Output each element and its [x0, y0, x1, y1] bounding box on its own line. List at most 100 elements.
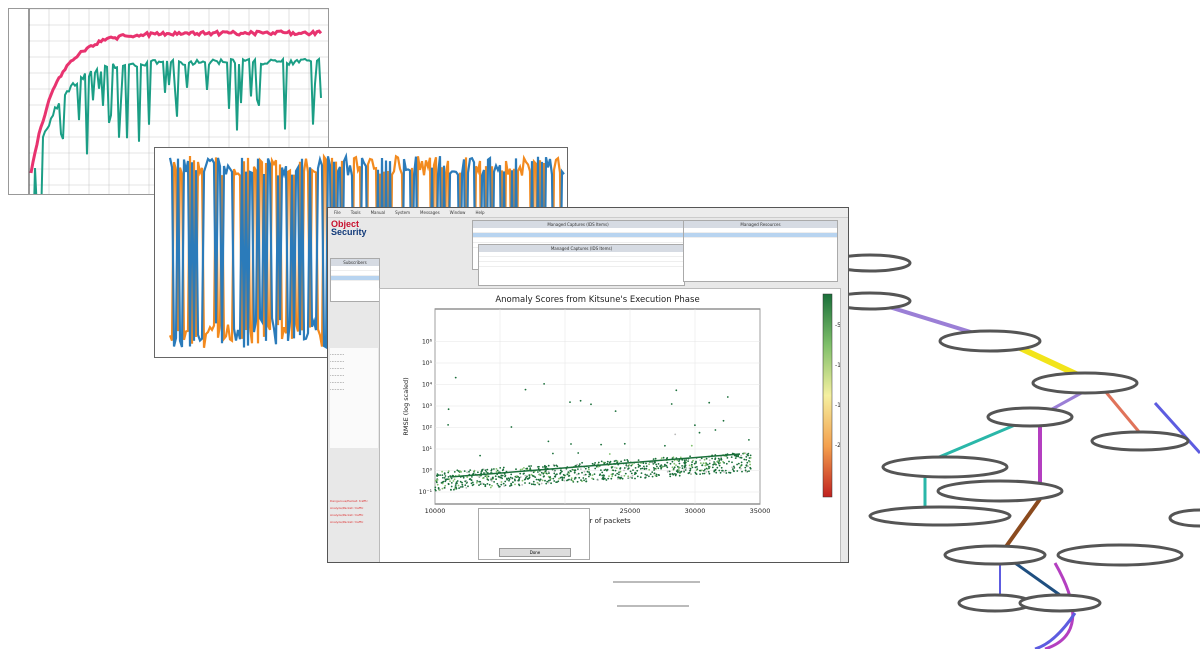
- list-item[interactable]: [331, 271, 379, 276]
- data-point: [639, 476, 642, 479]
- data-point: [687, 460, 689, 462]
- data-point: [737, 455, 740, 458]
- data-point: [645, 462, 647, 465]
- data-point: [545, 472, 548, 475]
- data-point: [705, 457, 708, 460]
- data-point: [623, 474, 626, 477]
- data-point: [434, 488, 437, 491]
- log-line: Analyze/Packet: traffic: [330, 513, 364, 517]
- data-point: [600, 443, 602, 446]
- data-point: [736, 463, 738, 466]
- data-point: [749, 463, 751, 466]
- data-point: [492, 476, 494, 479]
- data-point: [460, 471, 463, 473]
- data-point: [699, 462, 702, 464]
- data-point: [462, 476, 465, 479]
- data-point: [547, 464, 550, 467]
- data-point: [447, 478, 449, 481]
- menu-item[interactable]: Help: [475, 210, 485, 215]
- data-point: [588, 468, 590, 471]
- data-point: [573, 478, 576, 480]
- list-item[interactable]: [479, 252, 684, 257]
- data-point: [705, 467, 708, 470]
- list-item[interactable]: [684, 233, 837, 238]
- traffic-window-b[interactable]: Managed Captures (IDS Items): [478, 244, 685, 286]
- compute-panel[interactable]: Done: [478, 508, 590, 560]
- anomaly-score-chart: Anomaly Scores from Kitsune's Execution …: [379, 288, 841, 562]
- data-point: [643, 468, 646, 470]
- data-point: [485, 474, 488, 477]
- data-point: [567, 471, 570, 473]
- data-point: [491, 484, 493, 487]
- list-item[interactable]: [473, 238, 683, 243]
- list-item[interactable]: [479, 262, 684, 267]
- data-point: [728, 460, 730, 463]
- graph-node: [943, 544, 1047, 566]
- list-item[interactable]: [684, 228, 837, 233]
- data-point: [553, 472, 556, 475]
- log-list: ········· ········· ········· ········· …: [330, 348, 378, 448]
- data-point: [689, 455, 691, 458]
- menu-item[interactable]: Window: [449, 210, 466, 215]
- data-point: [583, 474, 586, 476]
- data-point: [725, 462, 728, 465]
- data-point: [674, 473, 676, 475]
- data-point: [651, 471, 654, 473]
- data-point: [449, 480, 451, 482]
- data-point: [584, 467, 587, 470]
- data-point: [629, 476, 632, 479]
- data-point: [482, 477, 484, 480]
- resources-window[interactable]: Managed Resources: [683, 220, 838, 282]
- data-point: [563, 479, 566, 482]
- data-point: [634, 477, 636, 480]
- subscribers-window[interactable]: Subscribers: [330, 258, 380, 302]
- list-item[interactable]: [479, 257, 684, 262]
- data-point: [491, 480, 493, 482]
- data-point: [685, 467, 688, 469]
- data-point: [450, 482, 453, 484]
- data-point: [645, 467, 648, 470]
- menu-item[interactable]: System: [395, 210, 411, 215]
- data-point: [530, 473, 533, 476]
- done-button[interactable]: Done: [499, 548, 571, 557]
- menu-item[interactable]: Manual: [370, 210, 386, 215]
- data-point: [537, 478, 540, 481]
- data-point: [691, 461, 693, 463]
- data-point: [544, 466, 546, 469]
- data-point: [434, 486, 437, 489]
- data-point: [614, 469, 617, 472]
- y-tick-label: 10⁵: [422, 360, 433, 367]
- data-point: [681, 459, 684, 461]
- data-point: [654, 457, 657, 460]
- list-item[interactable]: [331, 276, 379, 281]
- data-point: [748, 470, 750, 472]
- list-item[interactable]: [473, 233, 683, 238]
- menu-item[interactable]: Messages: [420, 210, 440, 215]
- data-point: [484, 469, 487, 472]
- data-point: [494, 475, 497, 478]
- list-item[interactable]: [331, 266, 379, 271]
- data-point: [640, 472, 643, 474]
- data-point: [723, 471, 725, 473]
- data-point: [675, 389, 678, 392]
- data-point: [679, 456, 682, 459]
- data-point: [442, 476, 444, 479]
- data-point: [583, 470, 586, 473]
- menu-item[interactable]: Tools: [350, 210, 361, 215]
- data-point: [519, 468, 522, 471]
- data-point: [448, 478, 451, 480]
- data-point: [610, 466, 613, 469]
- traffic-window-b-title: Managed Captures (IDS Items): [479, 245, 684, 252]
- menu-item[interactable]: File: [334, 210, 341, 215]
- data-point: [683, 470, 685, 473]
- data-point: [737, 462, 740, 465]
- colorbar-tick-label: -50: [835, 322, 840, 329]
- list-item[interactable]: [473, 228, 683, 233]
- data-point: [718, 464, 721, 467]
- data-point: [490, 469, 493, 472]
- data-point: [502, 482, 505, 485]
- y-tick-label: 10⁴: [422, 382, 433, 389]
- data-point: [515, 468, 517, 471]
- data-point: [584, 473, 587, 476]
- data-point: [454, 376, 457, 379]
